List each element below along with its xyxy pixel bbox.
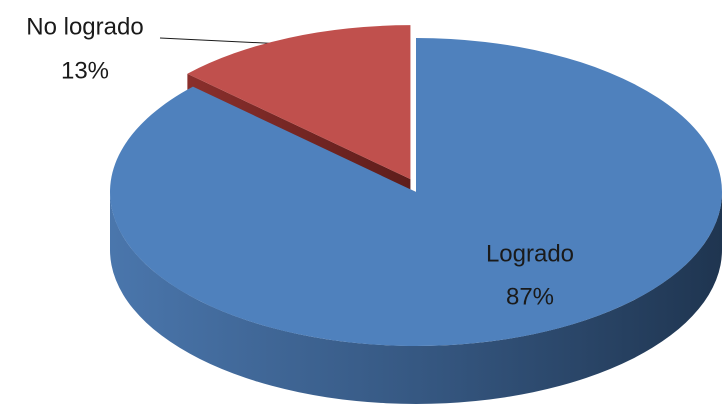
slice-label-name: No logrado	[26, 13, 143, 40]
slice-label-value: 87%	[506, 283, 554, 310]
slice-label-name: Logrado	[486, 240, 574, 267]
slice	[187, 25, 411, 180]
slice-side	[110, 192, 722, 404]
slice-label-value: 13%	[61, 57, 109, 84]
slice	[110, 38, 722, 346]
